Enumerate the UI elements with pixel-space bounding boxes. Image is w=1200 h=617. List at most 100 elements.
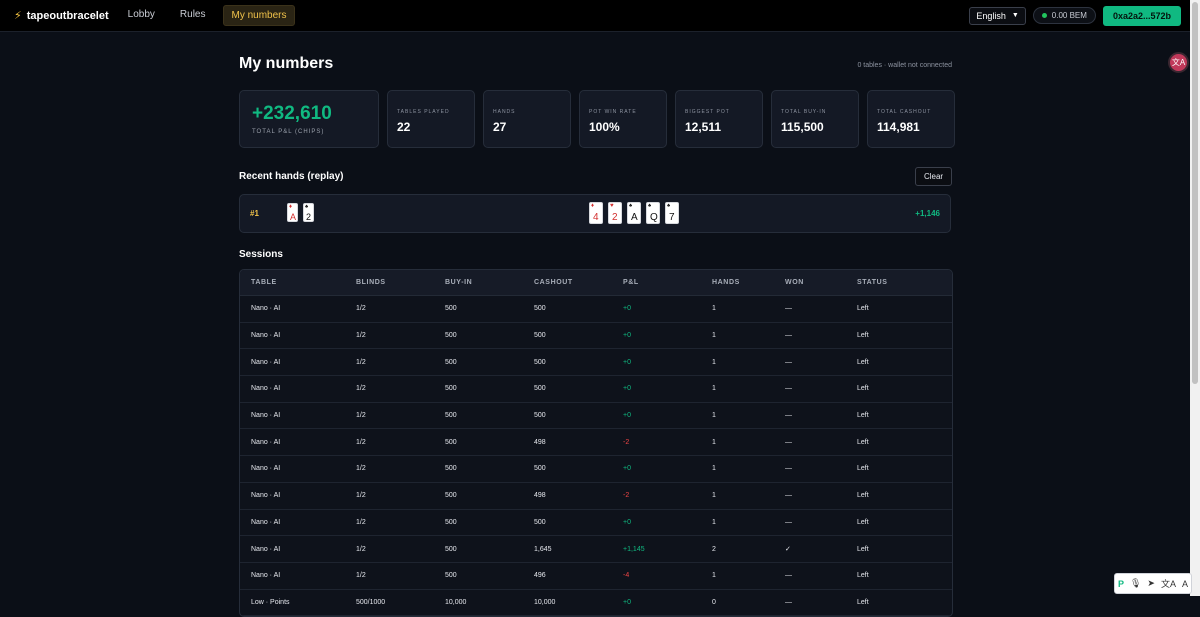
sessions-title: Sessions bbox=[239, 249, 283, 260]
cell-status: Left bbox=[857, 332, 869, 340]
cell-buyin: 500 bbox=[445, 465, 457, 473]
hole-card: ♦ A bbox=[287, 203, 298, 222]
cell-table: Nano · AI bbox=[251, 412, 281, 420]
cell-pnl: +0 bbox=[623, 412, 631, 420]
cell-pnl: -4 bbox=[623, 572, 630, 580]
sessions-table: TABLE BLINDS BUY-IN CASHOUT P&L HANDS WO… bbox=[239, 269, 953, 617]
column-header[interactable]: BUY-IN bbox=[445, 279, 473, 286]
scrollbar-thumb[interactable] bbox=[1192, 2, 1198, 384]
stat-card-biggest-pot: BIGGEST POT 12,511 bbox=[675, 90, 763, 148]
cell-hands: 1 bbox=[712, 438, 716, 446]
stat-value: 27 bbox=[493, 120, 507, 134]
cell-blinds: 1/2 bbox=[356, 492, 366, 500]
hand-replay-row[interactable]: #1 ♦ A ♠ 2 ♦ 4 ♥ 2 ♠ A ♠ Q ♠ 7 +1,146 bbox=[239, 194, 951, 233]
cell-table: Nano · AI bbox=[251, 492, 281, 500]
nav-item-rules[interactable]: Rules bbox=[179, 9, 206, 20]
cell-blinds: 1/2 bbox=[356, 332, 366, 340]
cell-blinds: 1/2 bbox=[356, 572, 366, 580]
table-row[interactable]: Nano · AI 1/2 500 500 +0 1 — Left bbox=[240, 323, 952, 350]
cell-won: — bbox=[785, 465, 792, 473]
cell-buyin: 500 bbox=[445, 332, 457, 340]
stat-value: 115,500 bbox=[781, 120, 824, 134]
cell-buyin: 500 bbox=[445, 305, 457, 313]
translate-tool-icon[interactable]: 文A bbox=[1160, 579, 1176, 589]
cell-cashout: 500 bbox=[534, 412, 546, 420]
column-header[interactable]: BLINDS bbox=[356, 279, 386, 286]
table-row[interactable]: Nano · AI 1/2 500 1,645 +1,145 2 ✓ Left bbox=[240, 536, 952, 563]
microphone-icon[interactable]: 🎙 bbox=[1129, 578, 1142, 588]
column-header[interactable]: WON bbox=[785, 279, 804, 286]
board-card: ♠ Q bbox=[646, 202, 660, 224]
cell-blinds: 1/2 bbox=[356, 518, 366, 526]
cell-pnl: +0 bbox=[623, 465, 631, 473]
cell-blinds: 1/2 bbox=[356, 358, 366, 366]
page-scrollbar[interactable] bbox=[1190, 0, 1200, 596]
column-header[interactable]: STATUS bbox=[857, 279, 888, 286]
cell-table: Nano · AI bbox=[251, 438, 281, 446]
column-header[interactable]: HANDS bbox=[712, 279, 740, 286]
cell-hands: 1 bbox=[712, 465, 716, 473]
column-header[interactable]: P&L bbox=[623, 279, 639, 286]
send-icon[interactable]: ➤ bbox=[1147, 578, 1155, 588]
table-row[interactable]: Nano · AI 1/2 500 500 +0 1 — Left bbox=[240, 403, 952, 430]
table-row[interactable]: Nano · AI 1/2 500 500 +0 1 — Left bbox=[240, 376, 952, 403]
cell-buyin: 500 bbox=[445, 492, 457, 500]
card-rank: A bbox=[290, 212, 297, 222]
column-header[interactable]: TABLE bbox=[251, 279, 277, 286]
column-header[interactable]: CASHOUT bbox=[534, 279, 573, 286]
nav-item-my-numbers[interactable]: My numbers bbox=[223, 5, 295, 26]
cell-cashout: 498 bbox=[534, 438, 546, 446]
cell-cashout: 498 bbox=[534, 492, 546, 500]
table-row[interactable]: Low · Points 500/1000 10,000 10,000 +0 0 — Left bbox=[240, 590, 952, 617]
cell-buyin: 10,000 bbox=[445, 598, 467, 606]
table-row[interactable]: Nano · AI 1/2 500 500 +0 1 — Left bbox=[240, 349, 952, 377]
cell-table: Nano · AI bbox=[251, 518, 281, 526]
cell-cashout: 500 bbox=[534, 358, 546, 366]
cell-pnl: +0 bbox=[623, 358, 631, 366]
card-suit-icon: ♥ bbox=[610, 203, 614, 209]
brand-name: tapeoutbracelet bbox=[26, 9, 109, 22]
hand-number: #1 bbox=[250, 209, 259, 218]
cell-status: Left bbox=[857, 438, 869, 446]
cell-cashout: 500 bbox=[534, 465, 546, 473]
table-row[interactable]: Nano · AI 1/2 500 500 +0 1 — Left bbox=[240, 296, 952, 323]
card-suit-icon: ♠ bbox=[648, 203, 652, 209]
cell-cashout: 496 bbox=[534, 572, 546, 580]
cell-table: Nano · AI bbox=[251, 465, 281, 473]
main-nav: Lobby Rules My numbers bbox=[121, 5, 306, 26]
header-tools: English ▼ 0.00 BEM 0xa2a2...572b bbox=[969, 5, 1181, 26]
brand[interactable]: ⚡ tapeoutbracelet bbox=[14, 9, 109, 23]
table-row[interactable]: Nano · AI 1/2 500 498 -2 1 — Left bbox=[240, 429, 952, 457]
cell-won: — bbox=[785, 305, 792, 313]
cell-pnl: +0 bbox=[623, 385, 631, 393]
cell-buyin: 500 bbox=[445, 385, 457, 393]
table-row[interactable]: Nano · AI 1/2 500 500 +0 1 — Left bbox=[240, 456, 952, 483]
cell-blinds: 1/2 bbox=[356, 545, 366, 553]
cell-status: Left bbox=[857, 598, 869, 606]
translate-icon[interactable]: 文A bbox=[1168, 52, 1189, 73]
language-select[interactable]: English ▼ bbox=[969, 6, 1026, 25]
table-row[interactable]: Nano · AI 1/2 500 496 -4 1 — Left bbox=[240, 563, 952, 590]
cell-won: — bbox=[785, 598, 792, 606]
nav-item-lobby[interactable]: Lobby bbox=[127, 9, 155, 20]
balance-value: 0.00 BEM bbox=[1051, 11, 1087, 20]
cell-won: — bbox=[785, 438, 792, 446]
wallet-button[interactable]: 0xa2a2...572b bbox=[1102, 5, 1181, 26]
recent-hands-title: Recent hands (replay) bbox=[239, 171, 344, 182]
clear-button[interactable]: Clear bbox=[915, 167, 952, 186]
cell-status: Left bbox=[857, 358, 869, 366]
pnl-label: TOTAL P&L (CHIPS) bbox=[252, 129, 325, 135]
cell-pnl: +0 bbox=[623, 518, 631, 526]
pen-icon[interactable]: P bbox=[1117, 578, 1124, 589]
text-tool-icon[interactable]: A bbox=[1181, 578, 1188, 589]
table-header: TABLE BLINDS BUY-IN CASHOUT P&L HANDS WO… bbox=[240, 270, 952, 296]
cell-buyin: 500 bbox=[445, 518, 457, 526]
cell-hands: 1 bbox=[712, 412, 716, 420]
table-row[interactable]: Nano · AI 1/2 500 500 +0 1 — Left bbox=[240, 510, 952, 537]
stats-row: +232,610 TOTAL P&L (CHIPS) TABLES PLAYED… bbox=[239, 90, 955, 148]
cell-blinds: 1/2 bbox=[356, 305, 366, 313]
board-card: ♦ 4 bbox=[589, 202, 603, 224]
pnl-value: +232,610 bbox=[252, 103, 332, 124]
cell-status: Left bbox=[857, 385, 869, 393]
table-row[interactable]: Nano · AI 1/2 500 498 -2 1 — Left bbox=[240, 483, 952, 510]
